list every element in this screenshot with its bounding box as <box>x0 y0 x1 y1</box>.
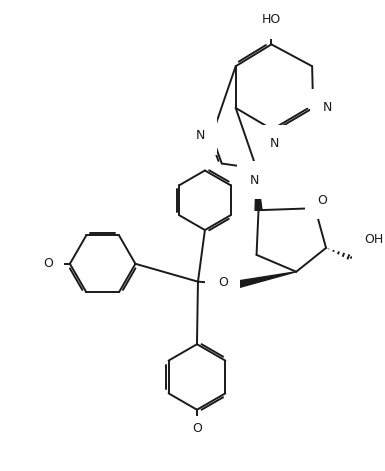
Text: HO: HO <box>262 13 281 26</box>
Text: O: O <box>41 257 51 270</box>
Text: N: N <box>270 137 279 150</box>
Text: OH: OH <box>364 234 383 246</box>
Text: O: O <box>218 276 228 289</box>
Text: N: N <box>250 174 259 187</box>
Polygon shape <box>236 272 296 288</box>
Polygon shape <box>255 169 262 211</box>
Text: O: O <box>317 194 327 207</box>
Text: N: N <box>195 129 205 142</box>
Text: O: O <box>43 257 53 270</box>
Text: N: N <box>322 101 332 114</box>
Text: O: O <box>192 422 202 435</box>
